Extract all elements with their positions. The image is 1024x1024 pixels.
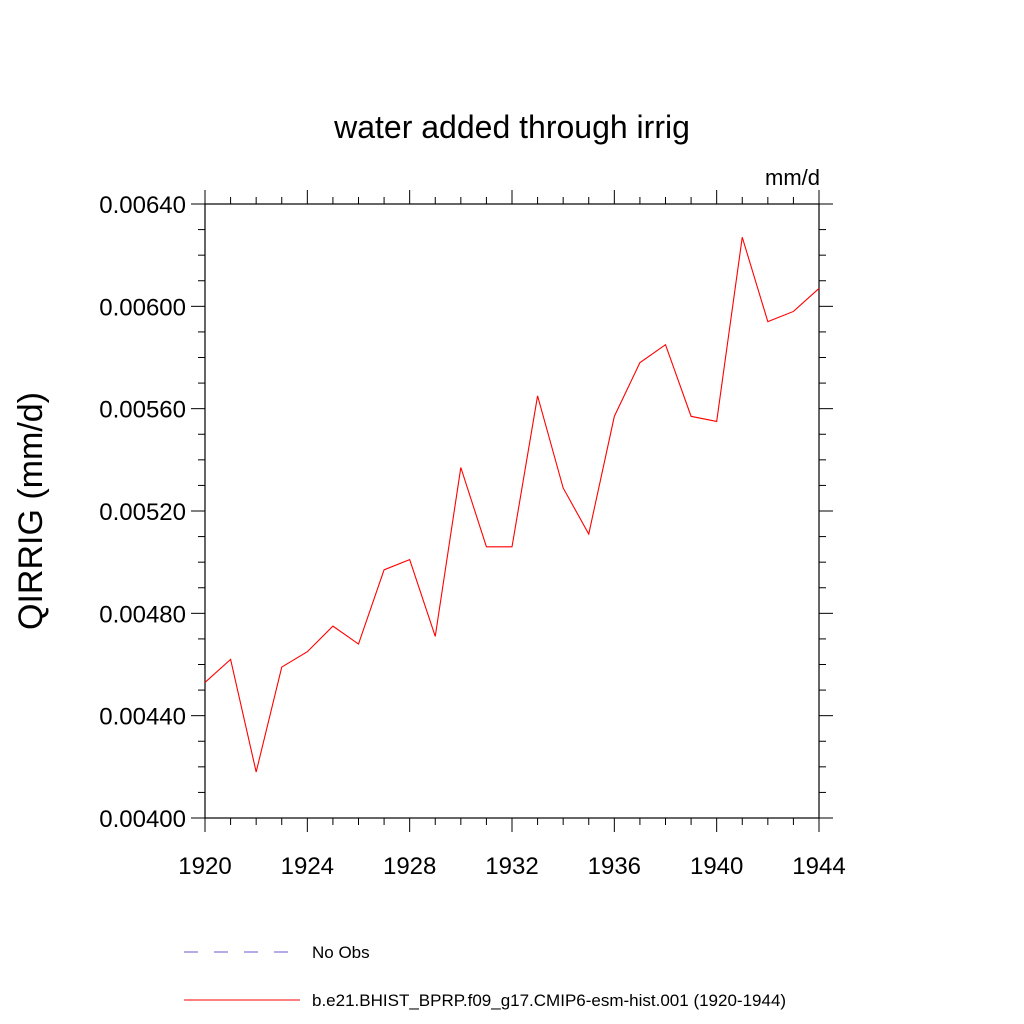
- x-tick-label: 1928: [383, 853, 436, 880]
- x-tick-label: 1920: [178, 853, 231, 880]
- legend-entry: b.e21.BHIST_BPRP.f09_g17.CMIP6-esm-hist.…: [184, 991, 786, 1010]
- y-tick-label: 0.00560: [99, 397, 186, 424]
- x-tick-label: 1936: [588, 853, 641, 880]
- y-tick-label: 0.00600: [99, 294, 186, 321]
- x-tick-label: 1944: [792, 853, 845, 880]
- x-tick-label: 1932: [485, 853, 538, 880]
- y-tick-label: 0.00480: [99, 601, 186, 628]
- legend-entry: No Obs: [184, 943, 370, 962]
- chart-title: water added through irrig: [333, 109, 690, 145]
- y-tick-label: 0.00400: [99, 806, 186, 833]
- legend: No Obs b.e21.BHIST_BPRP.f09_g17.CMIP6-esm…: [184, 943, 786, 1010]
- legend-label: b.e21.BHIST_BPRP.f09_g17.CMIP6-esm-hist.…: [312, 991, 786, 1010]
- series-line: [204, 237, 820, 773]
- x-tick-label: 1924: [281, 853, 334, 880]
- axis-ticks: 1920 1924 1928 1932 1936 1940 1944 0.00400 0.004…: [99, 190, 846, 880]
- y-axis-label: QIRRIG (mm/d): [12, 392, 50, 630]
- y-tick-label: 0.00640: [99, 192, 186, 219]
- y-tick-label: 0.00520: [99, 499, 186, 526]
- legend-label: No Obs: [312, 943, 370, 962]
- y-tick-label: 0.00440: [99, 704, 186, 731]
- series-layer: [204, 237, 820, 773]
- units-label: mm/d: [765, 165, 820, 190]
- x-tick-label: 1940: [690, 853, 743, 880]
- plot-frame: [204, 203, 820, 819]
